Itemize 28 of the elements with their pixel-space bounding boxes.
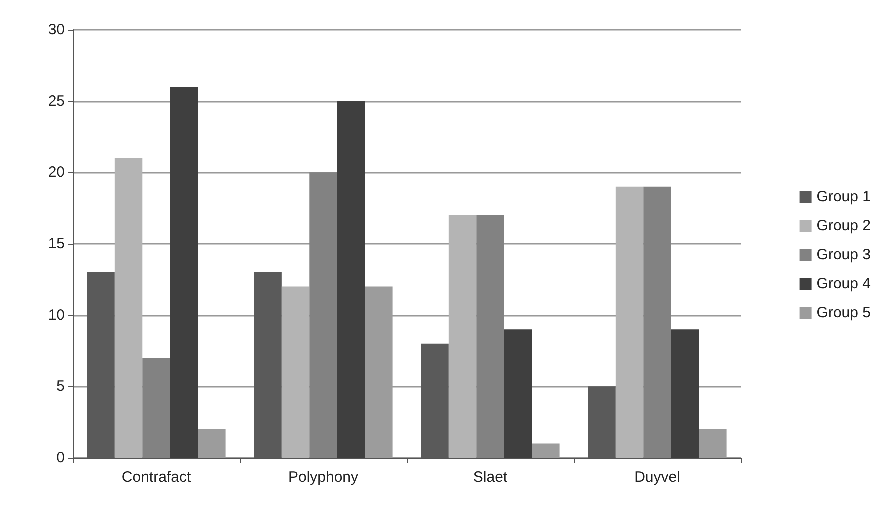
x-tick-label: Polyphony [288, 469, 360, 486]
x-tick-label: Slaet [473, 469, 508, 486]
legend-label: Group 1 [816, 188, 872, 206]
x-tick-label: Duyvel [634, 469, 680, 486]
legend-label: Group 5 [816, 304, 872, 322]
y-tick-label: 20 [48, 164, 65, 182]
bar [644, 186, 672, 458]
legend-label: Group 3 [816, 246, 872, 264]
y-tick-label: 0 [56, 450, 65, 466]
bar [337, 101, 366, 458]
bar [310, 172, 338, 458]
bar [448, 215, 477, 458]
y-tick-label: 30 [48, 22, 65, 38]
bar [142, 358, 170, 458]
x-tick-label: Contrafact [122, 469, 192, 486]
legend-label: Group 2 [816, 218, 872, 234]
y-tick-label: 5 [56, 378, 65, 396]
bar [282, 286, 310, 458]
y-tick-label: 15 [48, 236, 65, 252]
bar [616, 186, 644, 458]
y-tick-label: 25 [48, 92, 65, 110]
bar [476, 215, 504, 458]
bar [671, 330, 700, 458]
bar [170, 87, 198, 458]
bar [504, 330, 532, 458]
legend-label: Group 4 [816, 276, 872, 292]
bar [114, 158, 143, 458]
y-tick-label: 10 [48, 306, 65, 324]
